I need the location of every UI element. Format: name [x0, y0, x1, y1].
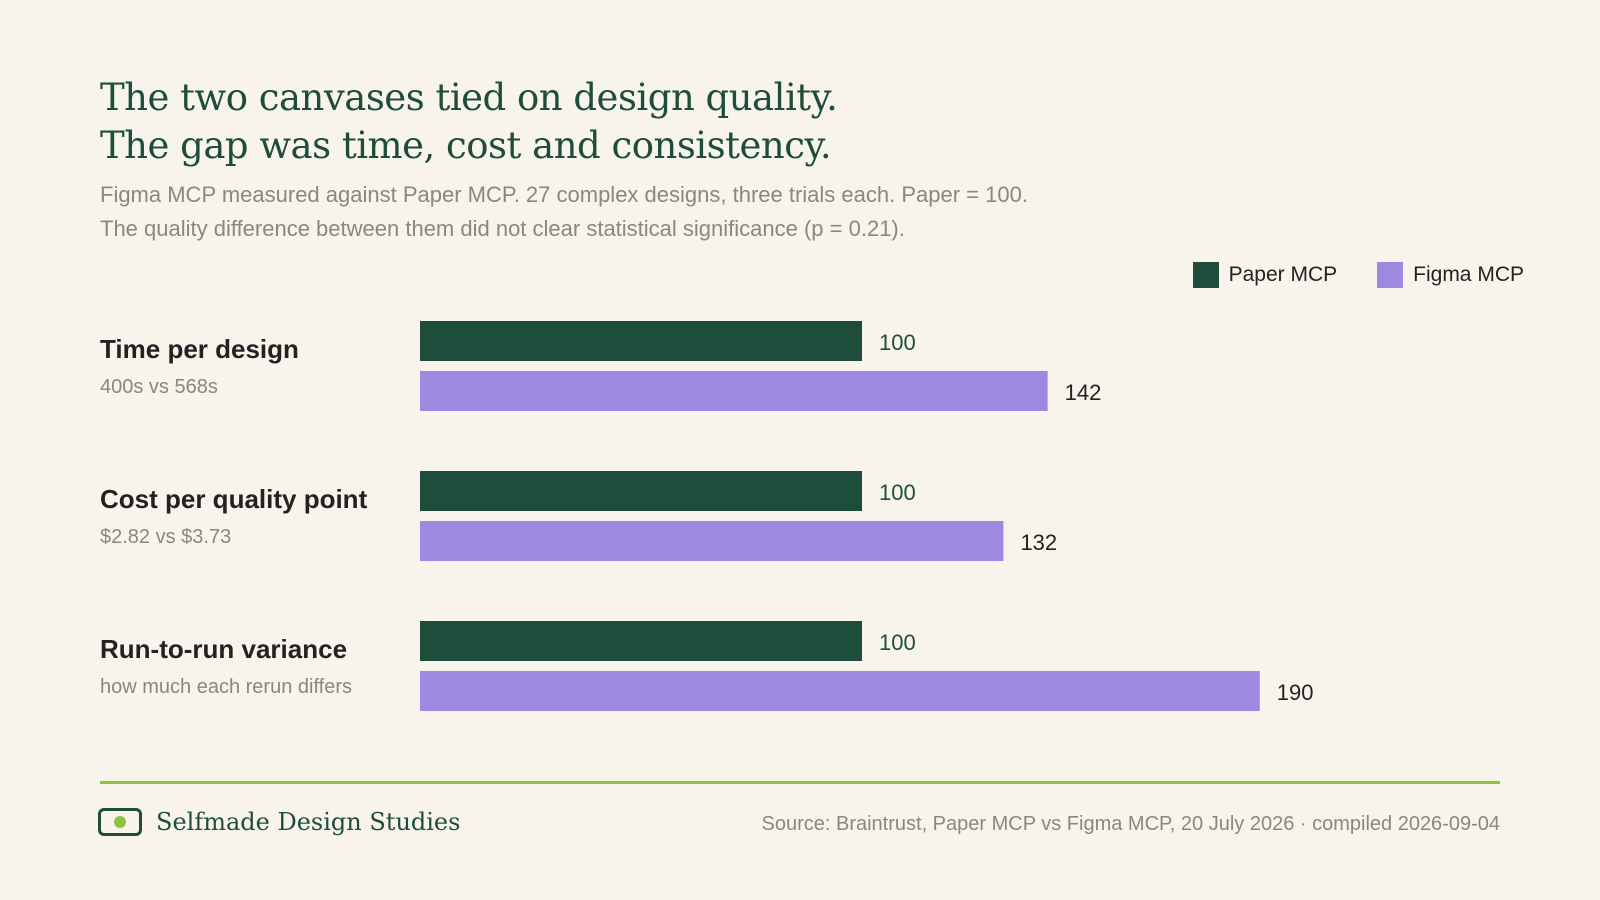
- brand-logo-icon: [98, 808, 142, 836]
- chart-title-line-2: The gap was time, cost and consistency.: [100, 124, 832, 167]
- bar-figma: [420, 521, 1004, 561]
- brand-name: Selfmade Design Studies: [156, 808, 461, 836]
- chart-title: The two canvases tied on design quality.…: [100, 74, 838, 170]
- category-note: $2.82 vs $3.73: [100, 526, 231, 548]
- category-note: 400s vs 568s: [100, 376, 218, 398]
- bar-value-label: 132: [1020, 530, 1057, 555]
- bar-value-label: 190: [1277, 680, 1314, 705]
- category-label: Run-to-run variance: [100, 634, 347, 664]
- bar-value-label: 100: [879, 480, 916, 505]
- bar-value-label: 100: [879, 330, 916, 355]
- chart-subtitle-line-1: Figma MCP measured against Paper MCP. 27…: [100, 182, 1028, 207]
- footer-divider: [100, 781, 1500, 784]
- legend-label-figma: Figma MCP: [1413, 263, 1524, 286]
- legend-swatch-figma: [1377, 262, 1404, 288]
- chart-legend: Paper MCP Figma MCP: [1192, 262, 1524, 288]
- chart-title-line-1: The two canvases tied on design quality.: [100, 76, 838, 119]
- bar-value-label: 100: [879, 630, 916, 655]
- chart-subtitle: Figma MCP measured against Paper MCP. 27…: [100, 178, 1028, 246]
- brand-logo-dot: [114, 816, 126, 828]
- category-note: how much each rerun differs: [100, 676, 352, 698]
- legend-label-paper: Paper MCP: [1228, 263, 1338, 286]
- brand: Selfmade Design Studies: [98, 808, 460, 836]
- category-label: Cost per quality point: [100, 484, 368, 514]
- bar-paper: [420, 621, 862, 661]
- chart-subtitle-line-2: The quality difference between them did …: [100, 216, 905, 241]
- legend-swatch-paper: [1192, 262, 1219, 288]
- category-label: Time per design: [100, 334, 299, 364]
- bar-figma: [420, 671, 1260, 711]
- legend-item-figma: Figma MCP: [1377, 262, 1524, 288]
- bar-paper: [420, 471, 862, 511]
- bar-paper: [420, 321, 862, 361]
- legend-item-paper: Paper MCP: [1192, 262, 1338, 288]
- bar-figma: [420, 371, 1048, 411]
- source-note: Source: Braintrust, Paper MCP vs Figma M…: [761, 813, 1501, 835]
- bar-value-label: 142: [1065, 380, 1102, 405]
- bar-chart: Time per design 400s vs 568s 100 142 Cost pe…: [100, 321, 1314, 711]
